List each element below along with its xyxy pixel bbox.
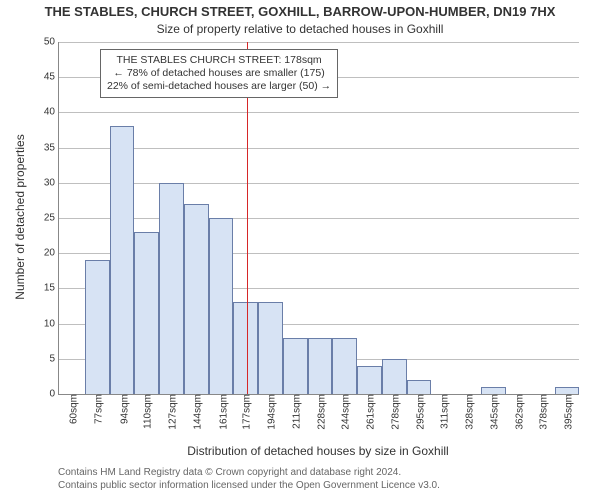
gridline bbox=[59, 42, 579, 43]
annotation-line: ← 78% of detached houses are smaller (17… bbox=[107, 67, 331, 80]
histogram-bar bbox=[184, 204, 209, 394]
chart-title-main: THE STABLES, CHURCH STREET, GOXHILL, BAR… bbox=[0, 4, 600, 19]
chart-title-sub: Size of property relative to detached ho… bbox=[0, 22, 600, 36]
gridline bbox=[59, 218, 579, 219]
x-tick-label: 60sqm bbox=[65, 394, 80, 424]
y-axis-label: Number of detached properties bbox=[13, 41, 27, 393]
histogram-bar bbox=[357, 366, 382, 394]
x-tick-label: 94sqm bbox=[115, 394, 130, 424]
annotation-line: 22% of semi-detached houses are larger (… bbox=[107, 80, 331, 93]
y-tick-label: 30 bbox=[44, 177, 59, 188]
x-tick-label: 110sqm bbox=[139, 394, 154, 429]
y-tick-label: 5 bbox=[49, 353, 59, 364]
histogram-bar bbox=[159, 183, 184, 394]
histogram-bar bbox=[283, 338, 308, 394]
y-tick-label: 35 bbox=[44, 142, 59, 153]
x-axis-label: Distribution of detached houses by size … bbox=[58, 444, 578, 458]
chart-plot-area: 0510152025303540455060sqm77sqm94sqm110sq… bbox=[58, 42, 579, 395]
y-tick-label: 45 bbox=[44, 72, 59, 83]
histogram-bar bbox=[382, 359, 407, 394]
histogram-bar bbox=[407, 380, 431, 394]
x-tick-label: 395sqm bbox=[560, 394, 575, 430]
footer-line-2: Contains public sector information licen… bbox=[58, 479, 440, 492]
x-tick-label: 328sqm bbox=[461, 394, 476, 430]
histogram-bar bbox=[134, 232, 158, 394]
x-tick-label: 177sqm bbox=[238, 394, 253, 430]
y-tick-label: 10 bbox=[44, 318, 59, 329]
x-tick-label: 144sqm bbox=[189, 394, 204, 430]
x-tick-label: 278sqm bbox=[387, 394, 402, 430]
gridline bbox=[59, 148, 579, 149]
histogram-bar bbox=[110, 126, 134, 394]
histogram-bar bbox=[555, 387, 579, 394]
x-tick-label: 77sqm bbox=[90, 394, 105, 424]
x-tick-label: 244sqm bbox=[337, 394, 352, 430]
footer-line-1: Contains HM Land Registry data © Crown c… bbox=[58, 466, 440, 479]
histogram-bar bbox=[85, 260, 110, 394]
histogram-bar bbox=[481, 387, 506, 394]
histogram-bar bbox=[332, 338, 356, 394]
x-tick-label: 194sqm bbox=[263, 394, 278, 430]
y-tick-label: 0 bbox=[49, 389, 59, 400]
histogram-bar bbox=[233, 302, 257, 394]
x-tick-label: 228sqm bbox=[313, 394, 328, 430]
x-tick-label: 345sqm bbox=[486, 394, 501, 430]
annotation-box: THE STABLES CHURCH STREET: 178sqm← 78% o… bbox=[100, 49, 338, 98]
y-tick-label: 15 bbox=[44, 283, 59, 294]
x-tick-label: 378sqm bbox=[535, 394, 550, 430]
histogram-bar bbox=[308, 338, 332, 394]
histogram-bar bbox=[209, 218, 233, 394]
y-tick-label: 25 bbox=[44, 213, 59, 224]
x-tick-label: 311sqm bbox=[436, 394, 451, 429]
y-tick-label: 50 bbox=[44, 37, 59, 48]
y-tick-label: 20 bbox=[44, 248, 59, 259]
x-tick-label: 362sqm bbox=[511, 394, 526, 430]
annotation-line: THE STABLES CHURCH STREET: 178sqm bbox=[107, 54, 331, 67]
footer-attribution: Contains HM Land Registry data © Crown c… bbox=[58, 466, 440, 492]
x-tick-label: 127sqm bbox=[164, 394, 179, 430]
histogram-bar bbox=[258, 302, 283, 394]
gridline bbox=[59, 112, 579, 113]
x-tick-label: 211sqm bbox=[288, 394, 303, 429]
y-tick-label: 40 bbox=[44, 107, 59, 118]
gridline bbox=[59, 183, 579, 184]
x-tick-label: 261sqm bbox=[362, 394, 377, 430]
x-tick-label: 295sqm bbox=[412, 394, 427, 430]
x-tick-label: 161sqm bbox=[214, 394, 229, 430]
